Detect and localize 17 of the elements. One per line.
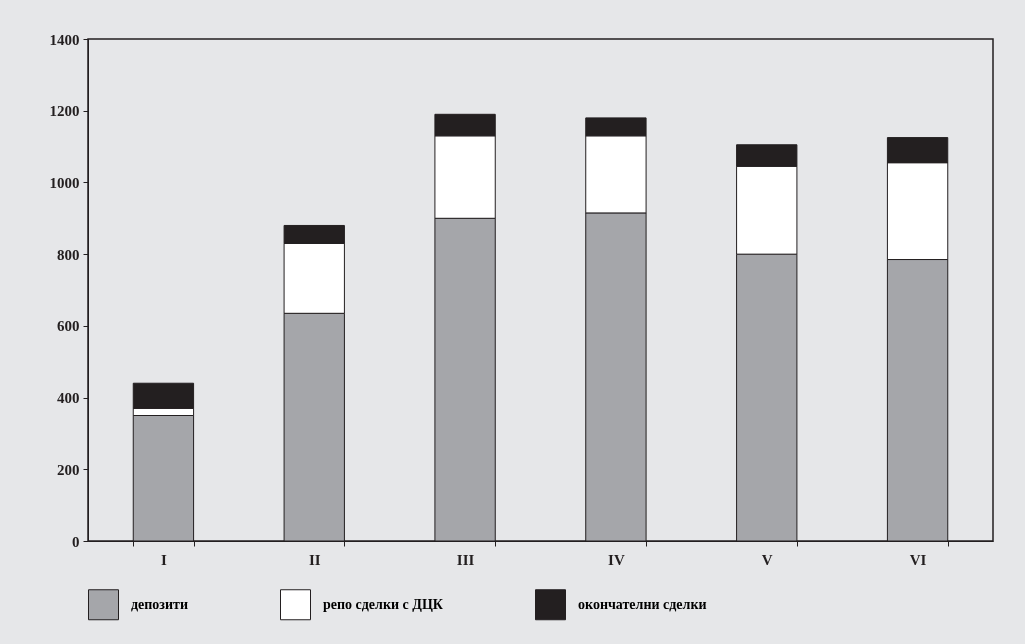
x-tick-label: I [160, 551, 167, 568]
legend-label: окончателни сделки [578, 596, 707, 612]
y-tick-label: 200 [57, 461, 80, 478]
x-tick-label: VI [909, 551, 927, 568]
y-tick-label: 1000 [49, 174, 80, 191]
legend-label: депозити [131, 596, 188, 612]
y-tick-label: 400 [57, 390, 80, 407]
y-tick-label: 800 [57, 246, 80, 263]
y-tick-label: 1200 [49, 103, 80, 120]
x-tick-label: II [308, 551, 321, 568]
x-tick-label: III [456, 551, 475, 568]
y-tick-label: 1400 [49, 31, 80, 48]
y-tick-label: 0 [72, 533, 80, 550]
legend-label: репо сделки с ДЦК [323, 596, 444, 612]
x-tick-label: V [761, 551, 773, 568]
y-tick-label: 600 [57, 318, 80, 335]
x-tick-label: IV [608, 551, 625, 568]
